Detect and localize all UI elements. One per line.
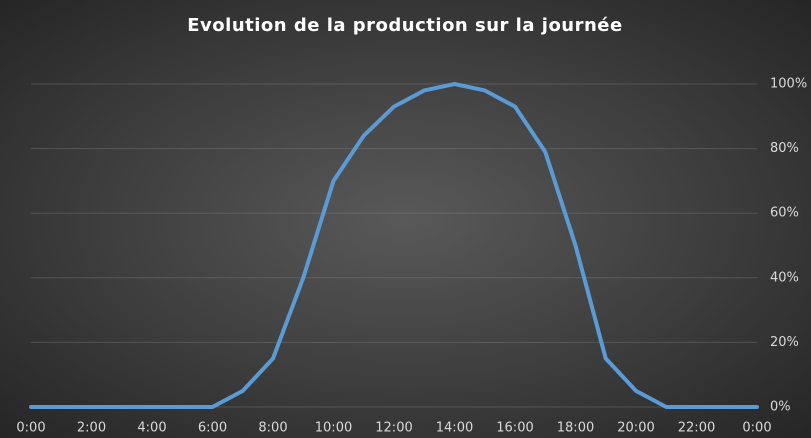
y-tick-label: 80% bbox=[770, 141, 799, 156]
x-tick-label: 16:00 bbox=[496, 421, 533, 436]
data-line bbox=[29, 82, 759, 409]
x-tick-label: 6:00 bbox=[198, 421, 227, 436]
x-tick-label: 22:00 bbox=[678, 421, 715, 436]
x-tick-label: 0:00 bbox=[742, 421, 771, 436]
x-tick-label: 14:00 bbox=[436, 421, 473, 436]
x-tick-label: 18:00 bbox=[557, 421, 594, 436]
y-tick-label: 40% bbox=[770, 270, 799, 285]
x-tick-label: 0:00 bbox=[16, 421, 45, 436]
y-tick-label: 0% bbox=[770, 400, 791, 415]
y-tick-label: 60% bbox=[770, 206, 799, 221]
x-tick-label: 4:00 bbox=[137, 421, 166, 436]
x-tick-label: 20:00 bbox=[617, 421, 654, 436]
x-tick-label: 2:00 bbox=[77, 421, 106, 436]
x-tick-label: 8:00 bbox=[258, 421, 287, 436]
x-tick-label: 12:00 bbox=[375, 421, 412, 436]
y-tick-label: 20% bbox=[770, 335, 799, 350]
chart-title: Evolution de la production sur la journé… bbox=[187, 15, 622, 36]
x-tick-label: 10:00 bbox=[315, 421, 352, 436]
y-tick-label: 100% bbox=[770, 77, 807, 92]
